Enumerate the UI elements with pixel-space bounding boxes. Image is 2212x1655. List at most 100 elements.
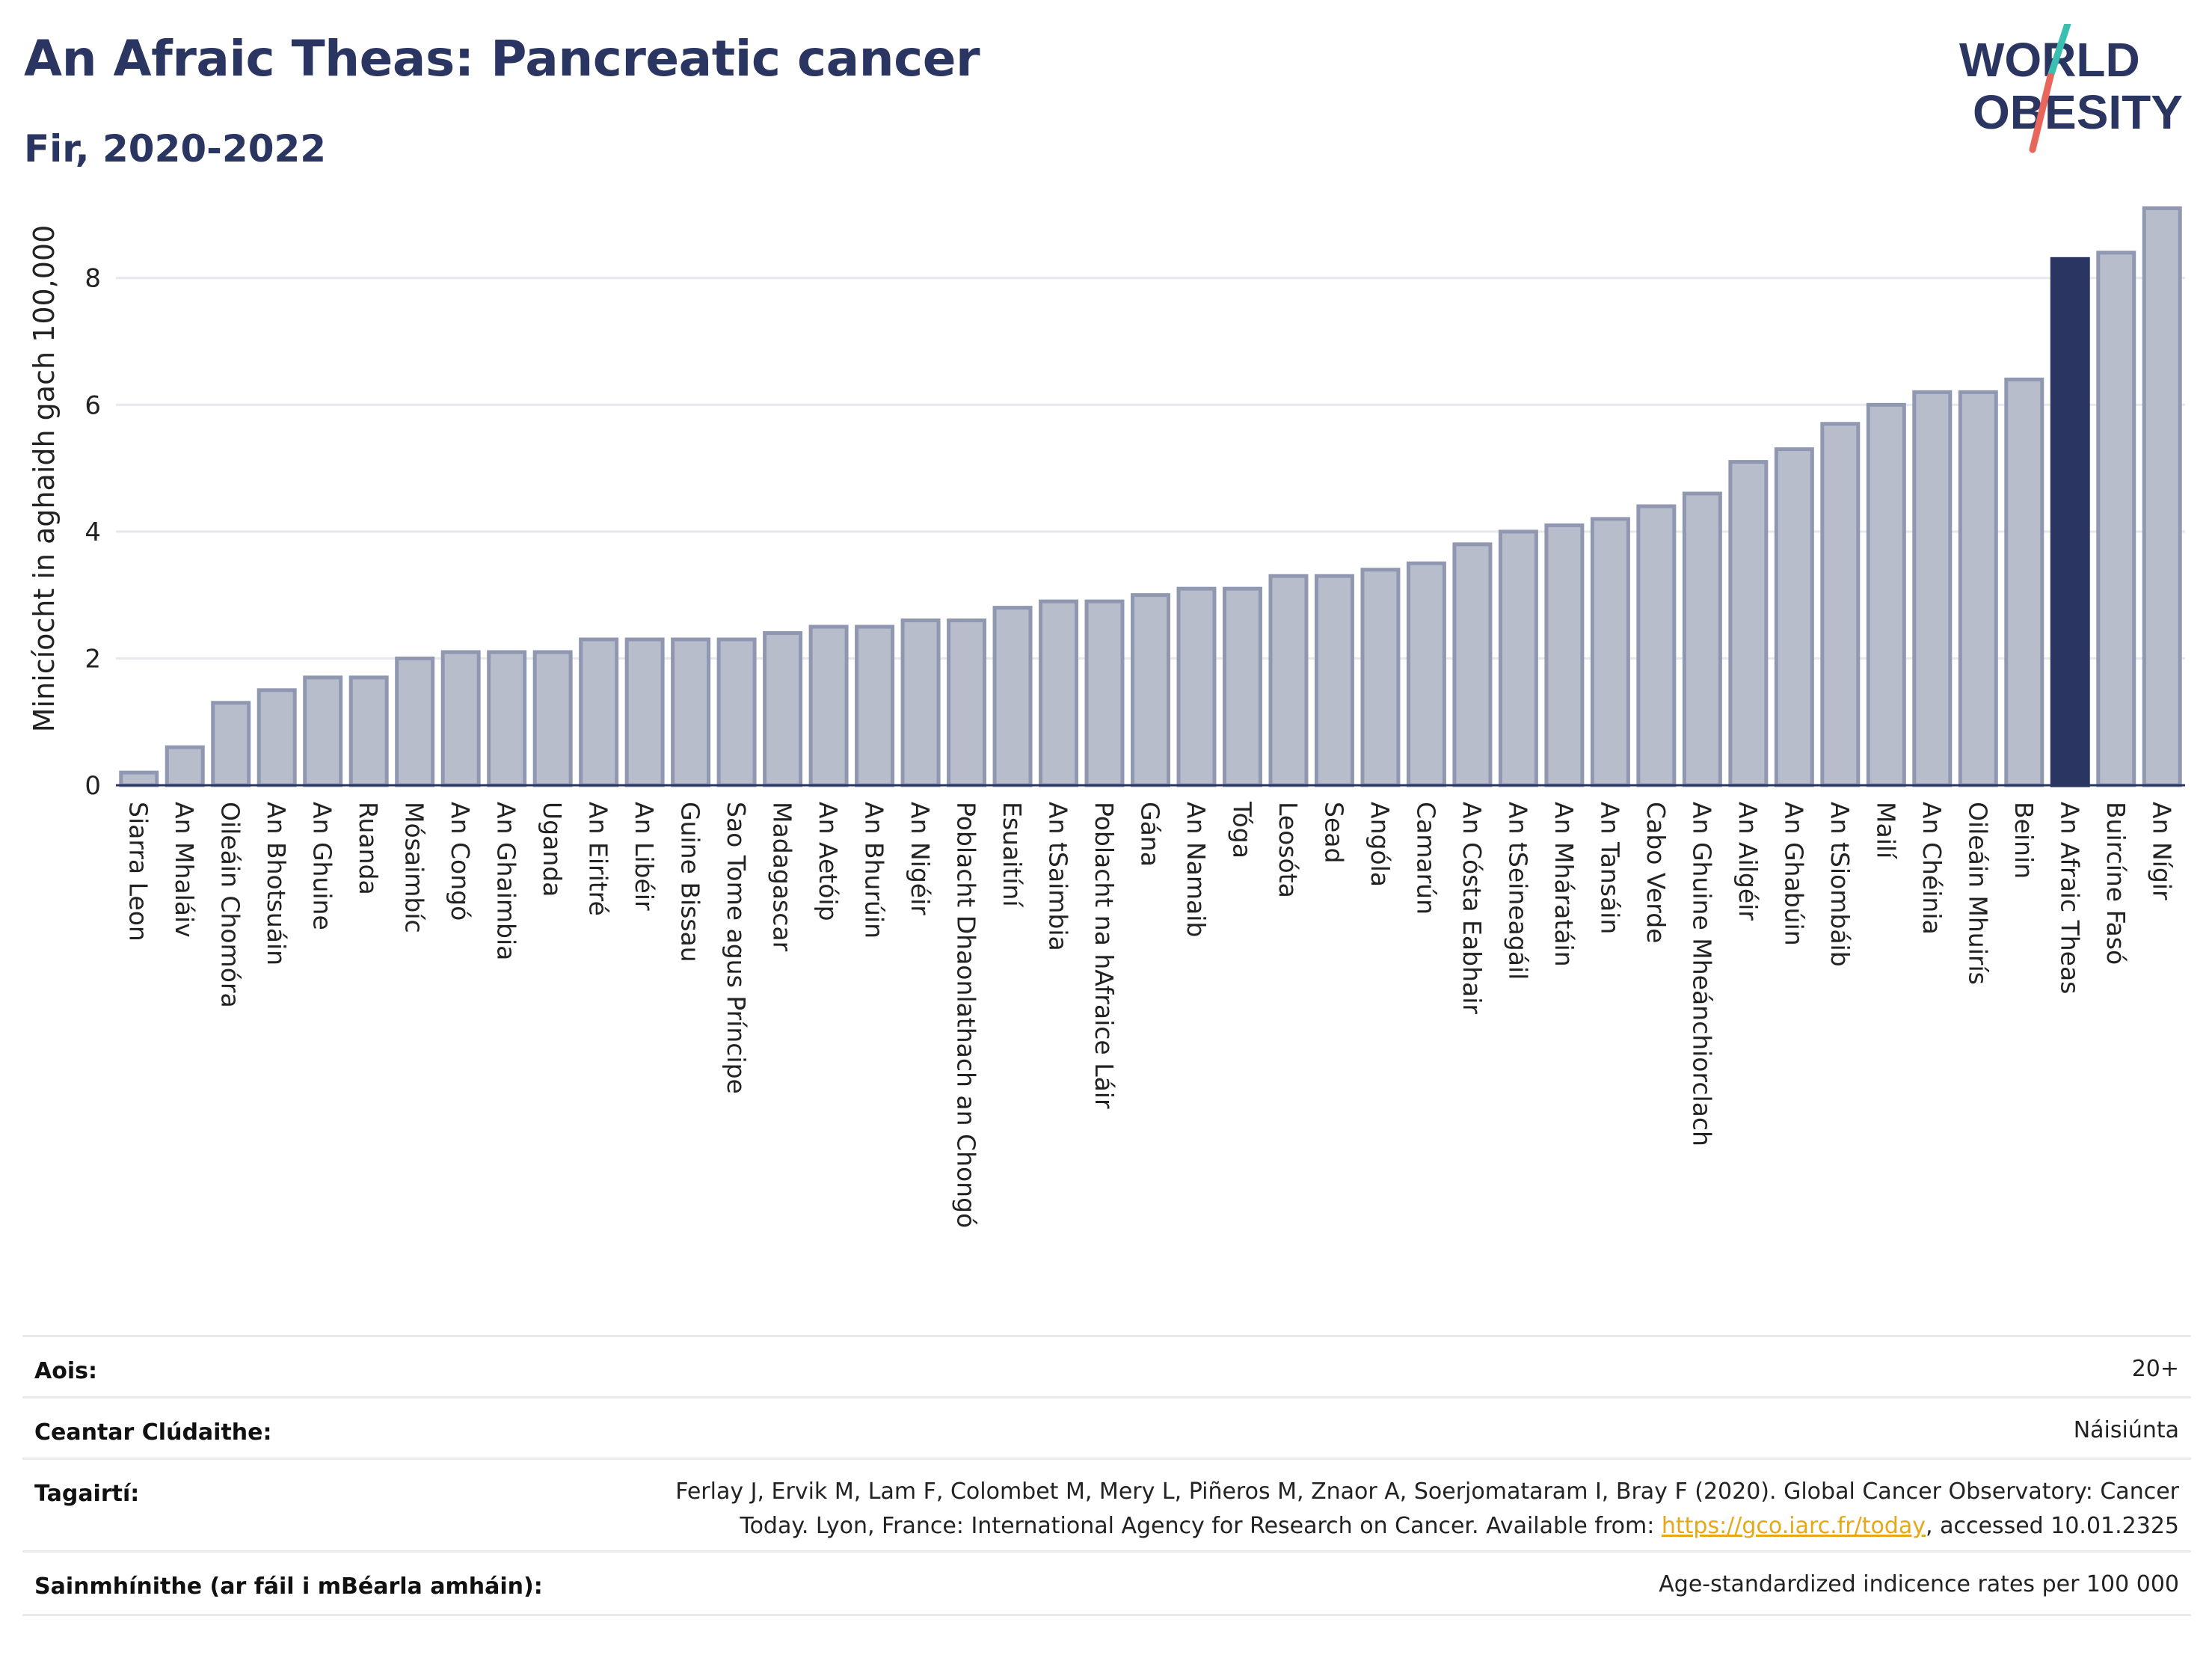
x-tick-label: Guine Bissau xyxy=(676,802,705,962)
bar xyxy=(579,637,619,787)
bar xyxy=(1360,568,1401,787)
x-tick-label: An Chéinia xyxy=(1917,802,1947,935)
x-tick-label: An Mhaláiv xyxy=(170,802,199,938)
x-tick-label: An Ghabúin xyxy=(1779,802,1808,946)
bar xyxy=(900,618,941,787)
bar xyxy=(165,745,205,787)
x-tick-label: Madagascar xyxy=(768,802,797,952)
bar xyxy=(1268,574,1309,787)
definitions-label: Sainmhínithe (ar fáil i mBéarla amháin): xyxy=(34,1573,543,1600)
x-tick-label: An Ghaimbia xyxy=(492,802,521,960)
references-line2-post: , accessed 10.01.2325 xyxy=(1926,1513,2179,1539)
coverage-value: Náisiúnta xyxy=(2073,1417,2179,1443)
x-tick-label: An Bhurúin xyxy=(860,802,889,939)
x-tick-label: Mailí xyxy=(1871,802,1900,860)
logo-slash-teal xyxy=(2047,24,2071,80)
x-tick-label: Mósaimbíc xyxy=(400,802,429,933)
references-line2-pre: Today. Lyon, France: International Agenc… xyxy=(740,1513,1662,1539)
age-value: 20+ xyxy=(2131,1356,2179,1382)
bar xyxy=(2004,377,2044,787)
bar xyxy=(992,606,1033,787)
x-tick-label: An Aetóip xyxy=(814,802,843,921)
bar xyxy=(671,637,711,787)
bar xyxy=(1912,390,1953,787)
chart-title: An Afraic Theas: Pancreatic cancer xyxy=(24,30,980,87)
info-row-coverage: Ceantar Clúdaithe: Náisiúnta xyxy=(22,1396,2191,1460)
bar xyxy=(1084,599,1125,787)
x-tick-label: An Eiritré xyxy=(584,802,613,916)
y-tick-label: 6 xyxy=(85,390,101,420)
bar xyxy=(440,650,481,787)
bar xyxy=(2050,257,2090,787)
x-tick-label: Oileáin Mhuirís xyxy=(1963,802,1992,985)
y-tick-label: 4 xyxy=(85,518,101,547)
bar xyxy=(395,656,435,787)
bar xyxy=(1774,447,1814,787)
bar xyxy=(1820,422,1861,787)
world-obesity-logo: WORLD OBESITY xyxy=(1959,24,2183,153)
x-tick-label: Gána xyxy=(1136,802,1165,867)
x-tick-label: An Ailgéir xyxy=(1733,802,1763,921)
references-value: Ferlay J, Ervik M, Lam F, Colombet M, Me… xyxy=(459,1475,2179,1544)
x-tick-label: Ruanda xyxy=(354,802,383,895)
x-tick-label: Leosóta xyxy=(1274,802,1303,898)
x-tick-label: An tSeineagáil xyxy=(1503,802,1532,980)
bar xyxy=(211,701,251,787)
chart-subtitle: Fir, 2020-2022 xyxy=(24,127,327,171)
x-tick-label: An Ghuine Mheánchiorclach xyxy=(1687,802,1716,1146)
bar xyxy=(1176,586,1217,787)
x-tick-label: Esuaitíní xyxy=(998,802,1027,908)
info-row-definitions: Sainmhínithe (ar fáil i mBéarla amháin):… xyxy=(22,1550,2191,1616)
bar xyxy=(1590,517,1630,787)
x-tick-label: Beinin xyxy=(2009,802,2039,879)
x-tick-label: An Mháratáin xyxy=(1549,802,1579,967)
definitions-value: Age-standardized indicence rates per 100… xyxy=(1659,1571,2179,1597)
bar xyxy=(1958,390,1998,787)
bar xyxy=(716,637,757,787)
bar xyxy=(1039,599,1079,787)
x-tick-label: Tóga xyxy=(1227,801,1256,859)
bar xyxy=(947,618,987,787)
bar xyxy=(1636,504,1677,787)
x-tick-label: An Nigéir xyxy=(906,802,935,915)
x-tick-label: An tSiombáib xyxy=(1825,802,1855,967)
bar xyxy=(1222,586,1262,787)
x-tick-label: An Ghuine xyxy=(308,802,337,930)
bar-chart: 0 2 4 6 8 Minicíocht in aghaidh gach 100,000 S… xyxy=(28,206,2185,1228)
bar xyxy=(348,675,389,787)
x-tick-label: Sead xyxy=(1319,802,1348,863)
y-tick-label: 0 xyxy=(85,771,101,801)
info-row-references: Tagairtí: Ferlay J, Ervik M, Lam F, Colo… xyxy=(22,1458,2191,1553)
bar xyxy=(624,637,665,787)
bar xyxy=(256,688,297,787)
logo-text-obesity: OBESITY xyxy=(1973,85,2183,139)
bar xyxy=(1544,523,1585,787)
references-label: Tagairtí: xyxy=(34,1481,140,1507)
x-tick-label: An Cósta Eabhair xyxy=(1457,802,1487,1014)
bar xyxy=(808,624,849,787)
x-tick-label: An Nígir xyxy=(2147,802,2176,900)
coverage-label: Ceantar Clúdaithe: xyxy=(34,1419,272,1446)
x-tick-label: Poblacht Dhaonlathach an Chongó xyxy=(952,802,981,1228)
x-tick-label: An Congó xyxy=(446,802,475,921)
references-link[interactable]: https://gco.iarc.fr/today xyxy=(1661,1513,1926,1539)
x-tick-label: Siarra Leon xyxy=(124,802,153,942)
bar xyxy=(303,675,343,787)
x-tick-label: An Libéir xyxy=(630,802,659,911)
bar xyxy=(1498,529,1538,787)
bar xyxy=(487,650,527,787)
x-tick-label: An tSaimbia xyxy=(1044,802,1073,951)
bar xyxy=(1406,561,1446,787)
x-tick-label: Oileáin Chomóra xyxy=(216,802,245,1008)
info-row-age: Aois: 20+ xyxy=(22,1335,2191,1398)
bar xyxy=(2142,206,2182,787)
bar xyxy=(1131,593,1170,787)
bar xyxy=(119,770,159,787)
bar xyxy=(1866,402,1906,787)
x-tick-label: Sao Tome agus Príncipe xyxy=(722,802,751,1094)
x-tick-label: An Namaib xyxy=(1182,802,1211,937)
references-line1: Ferlay J, Ervik M, Lam F, Colombet M, Me… xyxy=(675,1479,2179,1505)
bar xyxy=(1314,574,1354,787)
x-tick-label: Cabo Verde xyxy=(1641,802,1671,943)
bar xyxy=(532,650,573,787)
